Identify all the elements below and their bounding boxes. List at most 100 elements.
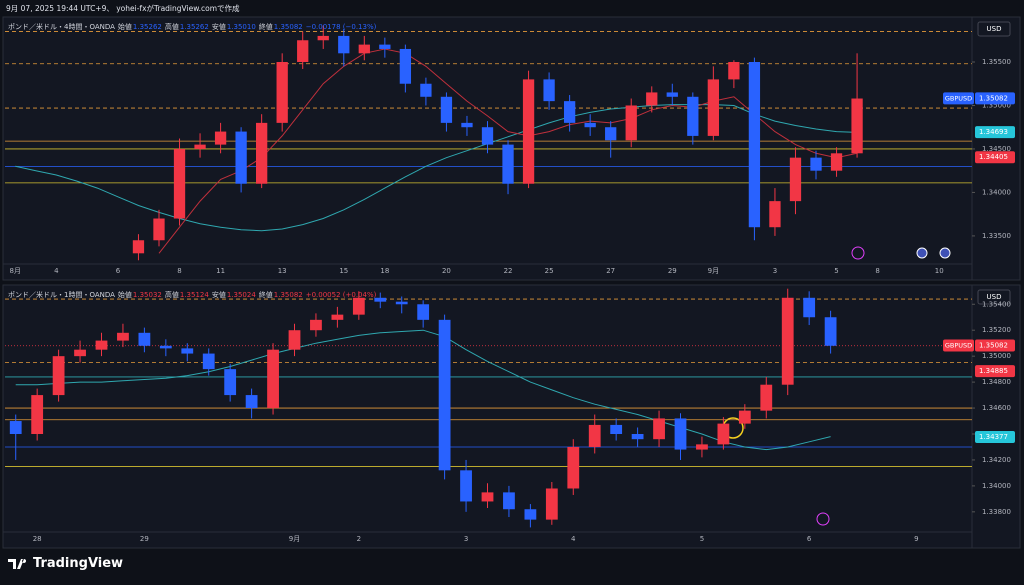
price-badge bbox=[975, 126, 1015, 139]
symbol-badge bbox=[943, 92, 974, 105]
candle-body bbox=[503, 492, 515, 510]
candle-body bbox=[646, 92, 658, 106]
candle-body bbox=[631, 434, 644, 440]
price-label: 1.35082 bbox=[979, 342, 1008, 350]
x-tick-label: 28 bbox=[33, 535, 42, 543]
price-badge bbox=[975, 339, 1015, 352]
ohlc-value: 1.35082 bbox=[273, 23, 303, 31]
candle-body bbox=[95, 340, 108, 350]
x-tick-label: 5 bbox=[834, 267, 838, 275]
x-tick-label: 9 bbox=[914, 535, 918, 543]
candle-body bbox=[760, 384, 773, 411]
y-tick-label: 1.34800 bbox=[982, 378, 1011, 386]
ohlc-label: 高値 bbox=[164, 23, 179, 31]
candle-body bbox=[132, 240, 145, 254]
x-tick-label: 6 bbox=[116, 267, 121, 275]
legend-info: ポンド／米ドル・4時間・OANDA 始値1.35262 高値1.35262 安値1.3… bbox=[8, 22, 379, 32]
candle-body bbox=[588, 424, 601, 447]
flag-icon bbox=[939, 247, 951, 259]
y-tick-label: 1.33500 bbox=[982, 232, 1011, 240]
candle-body bbox=[310, 319, 322, 331]
x-tick-label: 22 bbox=[504, 267, 513, 275]
candle-body bbox=[543, 79, 555, 102]
currency-box bbox=[977, 289, 1011, 305]
candle-body bbox=[245, 395, 258, 409]
price-label: 1.34885 bbox=[979, 367, 1008, 375]
candle-body bbox=[824, 317, 837, 346]
candle-body bbox=[153, 218, 165, 241]
candle-body bbox=[235, 131, 247, 184]
candle-body bbox=[781, 297, 794, 385]
y-tick-label: 1.35000 bbox=[982, 101, 1011, 109]
price-label: 1.34405 bbox=[979, 153, 1008, 161]
x-tick-label: 8月 bbox=[10, 267, 21, 275]
y-tick-label: 1.34200 bbox=[982, 456, 1011, 464]
x-tick-label: 15 bbox=[339, 267, 348, 275]
y-tick-label: 1.34000 bbox=[982, 188, 1011, 196]
x-tick-label: 3 bbox=[464, 535, 468, 543]
candle-body bbox=[584, 122, 596, 128]
candle-body bbox=[502, 144, 514, 184]
x-tick-label: 6 bbox=[807, 535, 812, 543]
candle-body bbox=[653, 418, 665, 440]
x-tick-label: 3 bbox=[773, 267, 777, 275]
x-tick-label: 20 bbox=[442, 267, 451, 275]
x-tick-label: 8 bbox=[177, 267, 181, 275]
candle-body bbox=[194, 144, 206, 149]
event-icon bbox=[851, 246, 865, 260]
candle-body bbox=[563, 101, 576, 123]
candle-body bbox=[728, 62, 740, 80]
flag-icon bbox=[916, 247, 928, 259]
price-badge bbox=[975, 92, 1015, 105]
candle-body bbox=[267, 349, 279, 409]
candle-body bbox=[202, 353, 215, 370]
candle-body bbox=[138, 332, 151, 346]
candle-body bbox=[567, 446, 580, 489]
ohlc-value: 1.35124 bbox=[179, 291, 209, 299]
header: 9月 07, 2025 19:44 UTC+9、 yohei-fxがTradin… bbox=[6, 4, 240, 13]
ohlc-value: 1.35024 bbox=[226, 291, 256, 299]
candle-body bbox=[399, 48, 412, 84]
candle-body bbox=[159, 345, 172, 349]
candle-body bbox=[317, 35, 329, 41]
candle-body bbox=[481, 127, 494, 145]
symbol-label: GBPUSD bbox=[945, 94, 972, 102]
ohlc-value: 1.35262 bbox=[132, 23, 162, 31]
price-label: 1.35082 bbox=[979, 94, 1008, 102]
candle-body bbox=[420, 83, 432, 97]
logo bbox=[8, 558, 27, 569]
y-tick-label: 1.35400 bbox=[982, 300, 1011, 308]
x-tick-label: 4 bbox=[571, 535, 576, 543]
candle-body bbox=[374, 297, 387, 302]
y-tick-label: 1.34000 bbox=[982, 482, 1011, 490]
symbol-title: ポンド／米ドル・4時間・OANDA bbox=[8, 23, 115, 31]
footer: TradingView bbox=[8, 556, 123, 571]
y-tick-label: 1.34500 bbox=[982, 145, 1011, 153]
x-tick-label: 8 bbox=[875, 267, 879, 275]
candle-body bbox=[687, 96, 699, 136]
candle-body bbox=[748, 62, 761, 228]
candle-body bbox=[297, 40, 309, 62]
change-value: +0.00052 (+0.04%) bbox=[305, 291, 377, 299]
ohlc-label: 高値 bbox=[164, 291, 179, 299]
chart: USD 1.35500 1.35000 1.34500 1.34000 1.33500 8月… bbox=[5, 21, 1015, 275]
candle-body bbox=[288, 330, 301, 350]
x-tick-label: 4 bbox=[54, 267, 59, 275]
candle-body bbox=[379, 44, 391, 49]
candle-body bbox=[524, 509, 537, 520]
candle-body bbox=[605, 127, 617, 141]
candle-body bbox=[440, 96, 453, 123]
x-tick-label: 27 bbox=[606, 267, 615, 275]
candle-body bbox=[52, 356, 65, 396]
ohlc-label: 終値 bbox=[258, 291, 273, 299]
ohlc-value: 1.35032 bbox=[132, 291, 162, 299]
symbol-badge bbox=[943, 339, 974, 352]
candle-body bbox=[438, 319, 451, 471]
x-tick-label: 11 bbox=[216, 267, 225, 275]
candle-body bbox=[522, 79, 535, 184]
candle-body bbox=[625, 105, 637, 141]
symbol-title: ポンド／米ドル・1時間・OANDA bbox=[8, 291, 115, 299]
ohlc-label: 終値 bbox=[258, 23, 273, 31]
